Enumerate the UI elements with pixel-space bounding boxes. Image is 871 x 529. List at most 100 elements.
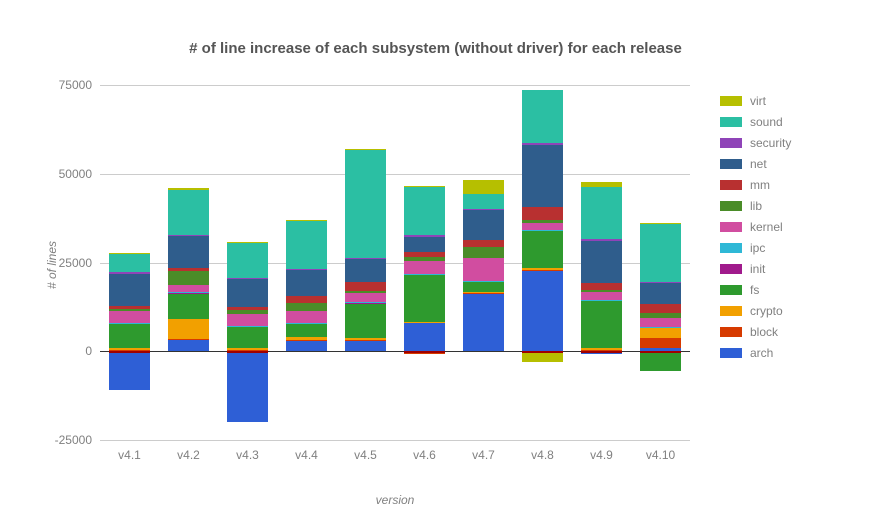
legend-item: crypto [720,300,850,321]
bar-segment [404,257,445,261]
legend-item: lib [720,195,850,216]
legend-item: mm [720,174,850,195]
bar-segment [227,314,268,326]
bar-segment [640,283,681,304]
bar-segment [286,340,327,341]
legend-item: virt [720,90,850,111]
bar-segment [581,348,622,349]
legend-label: crypto [750,304,850,318]
legend-swatch [720,306,742,316]
bar-segment [640,313,681,317]
x-tick-label: v4.6 [413,440,436,462]
bar-segment [640,338,681,348]
legend-label: virt [750,94,850,108]
bar-segment [640,223,681,224]
bar-segment [286,296,327,303]
bar-segment [345,338,386,340]
legend-label: sound [750,115,850,129]
bar-segment [168,268,209,271]
bar-segment [227,279,268,307]
legend-swatch [720,201,742,211]
bar-segment [109,254,150,272]
x-tick-label: v4.9 [590,440,613,462]
x-tick-label: v4.5 [354,440,377,462]
bar-segment [286,303,327,310]
bar-segment [522,268,563,270]
plot-area: -250000250005000075000v4.1v4.2v4.3v4.4v4… [100,85,690,440]
legend-swatch [720,222,742,232]
legend-item: ipc [720,237,850,258]
x-tick-label: v4.1 [118,440,141,462]
y-tick-label: 25000 [59,256,100,270]
bar-segment [404,274,445,322]
bar-segment [109,351,150,389]
legend-item: fs [720,279,850,300]
bar-segment [463,258,504,281]
neg-baseline-marker [522,351,563,353]
bar-segment [581,241,622,284]
bar-segment [522,207,563,219]
bar-segment [109,309,150,311]
bar-segment [168,293,209,320]
bar-group [218,85,277,440]
bar-segment [463,294,504,351]
bar-segment [345,340,386,341]
bar-segment [345,293,386,302]
bar-segment [463,194,504,209]
x-tick-label: v4.3 [236,440,259,462]
bar-segment [640,224,681,282]
bar-segment [522,145,563,207]
y-tick-label: 50000 [59,167,100,181]
bar-segment [227,243,268,279]
legend-label: lib [750,199,850,213]
bar-segment [168,285,209,292]
bar-segment [463,209,504,210]
bar-segment [286,337,327,339]
x-axis-label: version [100,493,690,507]
bar-segment [581,182,622,186]
legend-label: kernel [750,220,850,234]
bar-segment [581,239,622,240]
x-tick-label: v4.8 [531,440,554,462]
legend-label: arch [750,346,850,360]
legend-item: block [720,321,850,342]
bar-segment [227,326,268,347]
bar-segment [109,253,150,254]
bar-segment [404,261,445,273]
bar-group [277,85,336,440]
bar-segment [463,247,504,258]
bar-segment [168,271,209,285]
legend-label: ipc [750,241,850,255]
bar-segment [345,149,386,150]
bar-segment [463,281,504,292]
bar-segment [109,274,150,306]
legend-item: arch [720,342,850,363]
bar-segment [522,143,563,145]
legend-item: sound [720,111,850,132]
neg-baseline-marker [581,351,622,353]
bar-segment [404,323,445,351]
legend-label: block [750,325,850,339]
legend-swatch [720,327,742,337]
bar-segment [640,304,681,313]
bar-group [395,85,454,440]
bar-segment [286,341,327,352]
legend-label: init [750,262,850,276]
bar-group [454,85,513,440]
bar-segment [463,210,504,240]
bar-segment [640,351,681,371]
legend-swatch [720,348,742,358]
bar-segment [522,270,563,271]
bar-segment [404,237,445,252]
bar-group [159,85,218,440]
bar-segment [640,318,681,327]
bar-segment [168,190,209,234]
chart-title: # of line increase of each subsystem (wi… [0,40,871,57]
legend-item: init [720,258,850,279]
x-tick-label: v4.7 [472,440,495,462]
x-tick-label: v4.4 [295,440,318,462]
legend-item: kernel [720,216,850,237]
y-tick-label: 0 [85,344,100,358]
bar-segment [286,270,327,297]
bar-segment [345,259,386,282]
